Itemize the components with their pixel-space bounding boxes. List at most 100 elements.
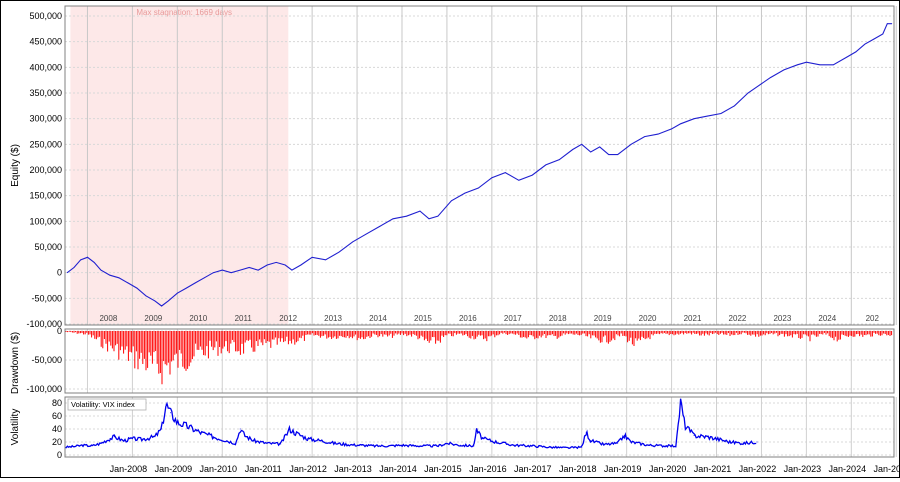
equity-y-tick: 200,000 [29,165,62,175]
volatility-point [756,441,758,443]
volatility-point [459,444,461,446]
volatility-point [585,431,587,433]
equity-year-label: 2022 [729,314,747,323]
equity-year-label: 2015 [414,314,432,323]
equity-point [886,23,888,25]
equity-year-label: 2009 [144,314,162,323]
volatility-point [131,438,133,440]
volatility-point [513,444,515,446]
volatility-y-tick: 0 [57,450,62,460]
equity-y-tick: 300,000 [29,114,62,124]
equity-point [644,136,646,138]
volatility-point [684,425,686,427]
equity-point [657,133,659,135]
equity-point [73,267,75,268]
equity-point [194,282,196,284]
equity-point [300,264,302,266]
equity-point [707,115,708,117]
equity-point [796,64,798,66]
volatility-point [549,446,551,448]
equity-year-label: 2023 [773,314,791,323]
volatility-point [388,445,390,447]
volatility-point [100,442,102,444]
volatility-x-label: Jan-2018 [559,464,597,474]
volatility-x-label: Jan-2024 [829,464,867,474]
equity-year-label: 2014 [369,314,387,323]
equity-point [167,300,169,302]
volatility-x-label: Jan-2014 [379,464,417,474]
equity-point [118,277,120,279]
equity-point [783,69,785,71]
equity-y-title: Equity ($) [10,144,21,187]
equity-point [221,269,223,271]
volatility-point [446,442,448,444]
volatility-x-label: Jan-2009 [155,464,193,474]
equity-year-label: 2021 [684,314,702,323]
equity-y-tick: 100,000 [29,216,62,226]
equity-y-tick: 250,000 [29,139,62,149]
volatility-legend-label: Volatility: VIX index [71,400,135,409]
volatility-point [307,438,309,440]
volatility-point [253,440,255,442]
equity-point [720,113,722,114]
volatility-plot-bg [65,397,894,457]
equity-y-tick: 500,000 [29,11,62,21]
equity-point [882,33,884,35]
volatility-x-label: Jan-2012 [289,464,327,474]
equity-point [145,295,147,297]
volatility-point [590,440,592,442]
equity-y-tick: 400,000 [29,62,62,72]
equity-point [109,274,111,276]
volatility-point [648,444,650,446]
volatility-x-label: Jan-2023 [784,464,822,474]
volatility-point [226,440,228,442]
equity-point [266,264,268,266]
equity-year-label: 2013 [324,314,342,323]
volatility-point [82,444,84,446]
equity-point [805,61,807,63]
volatility-point [266,442,268,444]
equity-y-tick: 350,000 [29,88,62,98]
volatility-legend-box [67,398,147,411]
equity-point [161,305,163,307]
volatility-point [244,435,246,436]
equity-point [284,264,286,266]
equity-point [239,269,241,271]
equity-point [819,64,821,66]
equity-point [87,256,88,258]
volatility-point [581,446,583,448]
volatility-point [334,442,336,444]
volatility-point [140,438,142,440]
equity-point [855,51,857,53]
equity-y-tick: 0 [57,268,62,278]
volatility-point [680,401,682,403]
equity-point [599,146,601,148]
volatility-point [475,429,477,431]
equity-y-tick: -100,000 [26,319,62,329]
equity-year-label: 2017 [504,314,522,323]
equity-point [891,23,893,25]
equity-point [873,38,875,40]
equity-point [558,159,560,161]
equity-point [671,128,672,130]
equity-point [100,269,102,271]
volatility-point [73,446,75,448]
equity-point [291,269,293,271]
equity-point [572,149,574,150]
equity-point [248,267,250,268]
volatility-x-label: Jan-2015 [424,464,462,474]
equity-point [504,172,506,173]
equity-point [734,105,735,107]
volatility-point [91,445,93,447]
equity-plot-border [64,5,895,326]
volatility-point [212,436,214,438]
equity-year-label: 2018 [549,314,567,323]
volatility-x-label: Jan-2013 [334,464,372,474]
equity-point [531,174,533,176]
equity-point [864,43,866,45]
volatility-point [235,442,237,444]
volatility-point [185,425,187,427]
drawdown-plot-border [64,328,895,394]
volatility-plot-border [64,396,895,458]
